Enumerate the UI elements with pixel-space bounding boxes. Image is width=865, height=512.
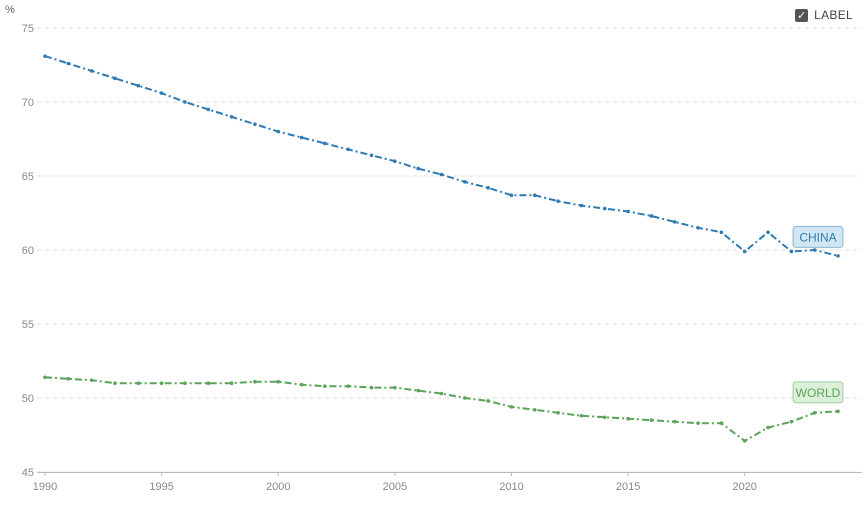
y-tick-label-70: 70 xyxy=(22,97,34,109)
world-point-1991 xyxy=(66,376,71,381)
china-series-label: CHINA xyxy=(799,230,836,244)
world-point-2020 xyxy=(742,439,747,443)
china-point-2004 xyxy=(369,153,374,158)
world-point-1997 xyxy=(206,381,211,386)
china-point-2003 xyxy=(346,147,351,152)
world-point-2015 xyxy=(626,416,630,421)
world-point-2023 xyxy=(812,411,817,415)
world-point-2014 xyxy=(602,415,607,420)
china-point-1990 xyxy=(43,54,47,58)
x-tick-label-2005: 2005 xyxy=(383,481,407,493)
china-point-1992 xyxy=(89,69,94,73)
china-point-2020 xyxy=(742,249,747,254)
china-point-1991 xyxy=(66,61,71,66)
china-point-2019 xyxy=(719,230,724,235)
x-tick-label-2015: 2015 xyxy=(616,481,640,493)
y-tick-label-60: 60 xyxy=(22,245,34,257)
world-point-1990 xyxy=(43,375,47,380)
world-point-2018 xyxy=(696,421,700,425)
world-point-2001 xyxy=(299,382,304,387)
world-point-2012 xyxy=(556,411,560,415)
china-label-box xyxy=(792,225,844,248)
world-point-2017 xyxy=(672,419,677,424)
world-point-1995 xyxy=(159,381,164,386)
y-tick-label-75: 75 xyxy=(22,23,34,35)
label-toggle[interactable]: ✓ LABEL xyxy=(795,8,853,22)
china-point-2010 xyxy=(509,193,514,198)
china-point-2000 xyxy=(276,129,281,134)
world-point-2009 xyxy=(486,399,490,403)
y-tick-label-65: 65 xyxy=(22,171,34,183)
china-point-1999 xyxy=(253,122,257,126)
china-point-2008 xyxy=(463,180,467,184)
world-point-1993 xyxy=(113,381,117,386)
world-point-2004 xyxy=(369,385,374,390)
china-point-2006 xyxy=(416,166,420,171)
china-point-2001 xyxy=(299,135,304,140)
x-tick-label-2020: 2020 xyxy=(732,481,756,493)
china-point-2024 xyxy=(836,254,840,258)
china-point-1994 xyxy=(136,83,141,88)
world-point-2000 xyxy=(276,379,281,384)
y-axis-unit-label: % xyxy=(5,4,15,16)
x-tick-label-1995: 1995 xyxy=(149,481,173,493)
world-point-1999 xyxy=(253,379,257,384)
world-point-2005 xyxy=(393,385,397,390)
world-point-2007 xyxy=(439,391,444,396)
china-series-line xyxy=(44,55,839,257)
world-point-2011 xyxy=(532,408,537,412)
world-point-2024 xyxy=(836,409,840,414)
world-point-2022 xyxy=(789,419,794,424)
china-point-2002 xyxy=(323,141,327,146)
world-point-2016 xyxy=(649,418,654,423)
china-point-1995 xyxy=(159,91,164,95)
china-point-2014 xyxy=(602,206,607,211)
y-tick-label-45: 45 xyxy=(22,467,34,479)
y-tick-label-50: 50 xyxy=(22,393,34,405)
x-tick-label-2000: 2000 xyxy=(266,481,290,493)
x-tick-label-2010: 2010 xyxy=(499,481,523,493)
china-point-1993 xyxy=(113,76,117,81)
china-point-1998 xyxy=(229,115,234,119)
checkmark-icon[interactable]: ✓ xyxy=(795,8,809,22)
world-label-box xyxy=(792,381,844,404)
china-point-2022 xyxy=(789,249,794,254)
china-point-2012 xyxy=(556,199,560,203)
china-point-2011 xyxy=(532,193,537,198)
world-point-2019 xyxy=(719,421,724,425)
world-point-2010 xyxy=(509,405,514,409)
world-point-1998 xyxy=(229,381,234,386)
china-point-1997 xyxy=(206,107,211,112)
world-point-2013 xyxy=(579,413,584,418)
china-point-2018 xyxy=(696,226,700,230)
china-point-2007 xyxy=(439,172,444,177)
china-point-2016 xyxy=(649,214,654,218)
china-point-2005 xyxy=(393,159,397,163)
y-tick-label-55: 55 xyxy=(22,319,34,331)
china-point-2013 xyxy=(579,203,584,208)
x-tick-label-1990: 1990 xyxy=(33,481,57,493)
china-point-2023 xyxy=(812,248,817,252)
china-point-1996 xyxy=(183,100,187,104)
world-point-2006 xyxy=(416,388,420,393)
china-point-2021 xyxy=(766,230,770,235)
world-point-1992 xyxy=(89,378,94,383)
world-point-2003 xyxy=(346,384,351,388)
world-series-label: WORLD xyxy=(796,386,841,400)
label-toggle-text: LABEL xyxy=(814,8,853,22)
china-point-2015 xyxy=(626,209,630,214)
world-point-1994 xyxy=(136,381,141,386)
china-point-2009 xyxy=(486,186,490,190)
world-point-2008 xyxy=(463,396,467,400)
world-point-2021 xyxy=(766,425,770,430)
world-point-2002 xyxy=(323,384,327,388)
world-series-line xyxy=(44,376,839,442)
world-point-1996 xyxy=(183,381,187,386)
china-point-2017 xyxy=(672,220,677,224)
